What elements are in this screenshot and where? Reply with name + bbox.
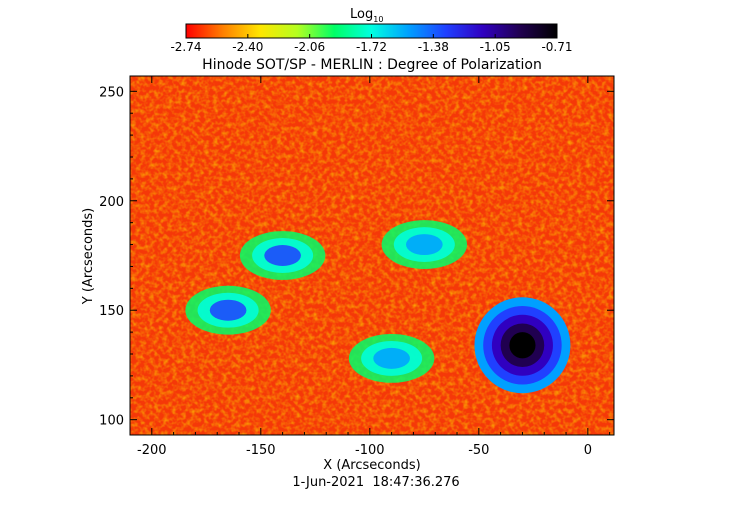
colorbar-tick-label: -1.05 (480, 40, 511, 54)
colorbar: Log10 -2.74 -2.40 -2.06 -1.72 -1.38 -1.05 -0.7… (170, 7, 572, 54)
y-axis-label: Y (Arcseconds) (81, 208, 96, 305)
plage-region (209, 299, 247, 321)
y-tick-label: 150 (99, 304, 124, 319)
y-tick-label: 250 (99, 85, 124, 100)
x-tick-label: -150 (246, 443, 276, 458)
colorbar-tick-label: -1.38 (418, 40, 449, 54)
colorbar-label: Log10 (350, 7, 383, 24)
y-tick-label: 100 (99, 414, 124, 429)
x-tick-label: -100 (355, 443, 385, 458)
y-axis: 100 150 200 250 (99, 85, 614, 429)
timestamp: 1-Jun-2021 18:47:36.276 (292, 475, 459, 490)
plage-region (406, 234, 443, 256)
heatmap-features (185, 220, 571, 394)
x-axis: -200 -150 -100 -50 0 (129, 76, 611, 458)
colorbar-tick-label: -2.40 (232, 40, 263, 54)
x-tick-label: -200 (137, 443, 167, 458)
x-tick-label: 0 (584, 443, 592, 458)
plage-region (264, 245, 301, 266)
x-axis-label: X (Arcseconds) (323, 458, 420, 473)
y-tick-label: 200 (99, 195, 124, 210)
x-tick-label: -50 (468, 443, 489, 458)
sunspot-ring (509, 332, 536, 359)
plot-frame (129, 75, 615, 436)
colorbar-tick-label: -2.06 (294, 40, 325, 54)
heatmap (130, 76, 614, 435)
colorbar-tick-label: -0.71 (541, 40, 572, 54)
chart-title: Hinode SOT/SP - MERLIN : Degree of Polar… (202, 57, 542, 73)
colorbar-tick-label: -1.72 (356, 40, 387, 54)
colorbar-ticks: -2.74 -2.40 -2.06 -1.72 -1.38 -1.05 -0.71 (170, 34, 573, 54)
plage-region (373, 347, 410, 369)
colorbar-tick-label: -2.74 (170, 40, 201, 54)
